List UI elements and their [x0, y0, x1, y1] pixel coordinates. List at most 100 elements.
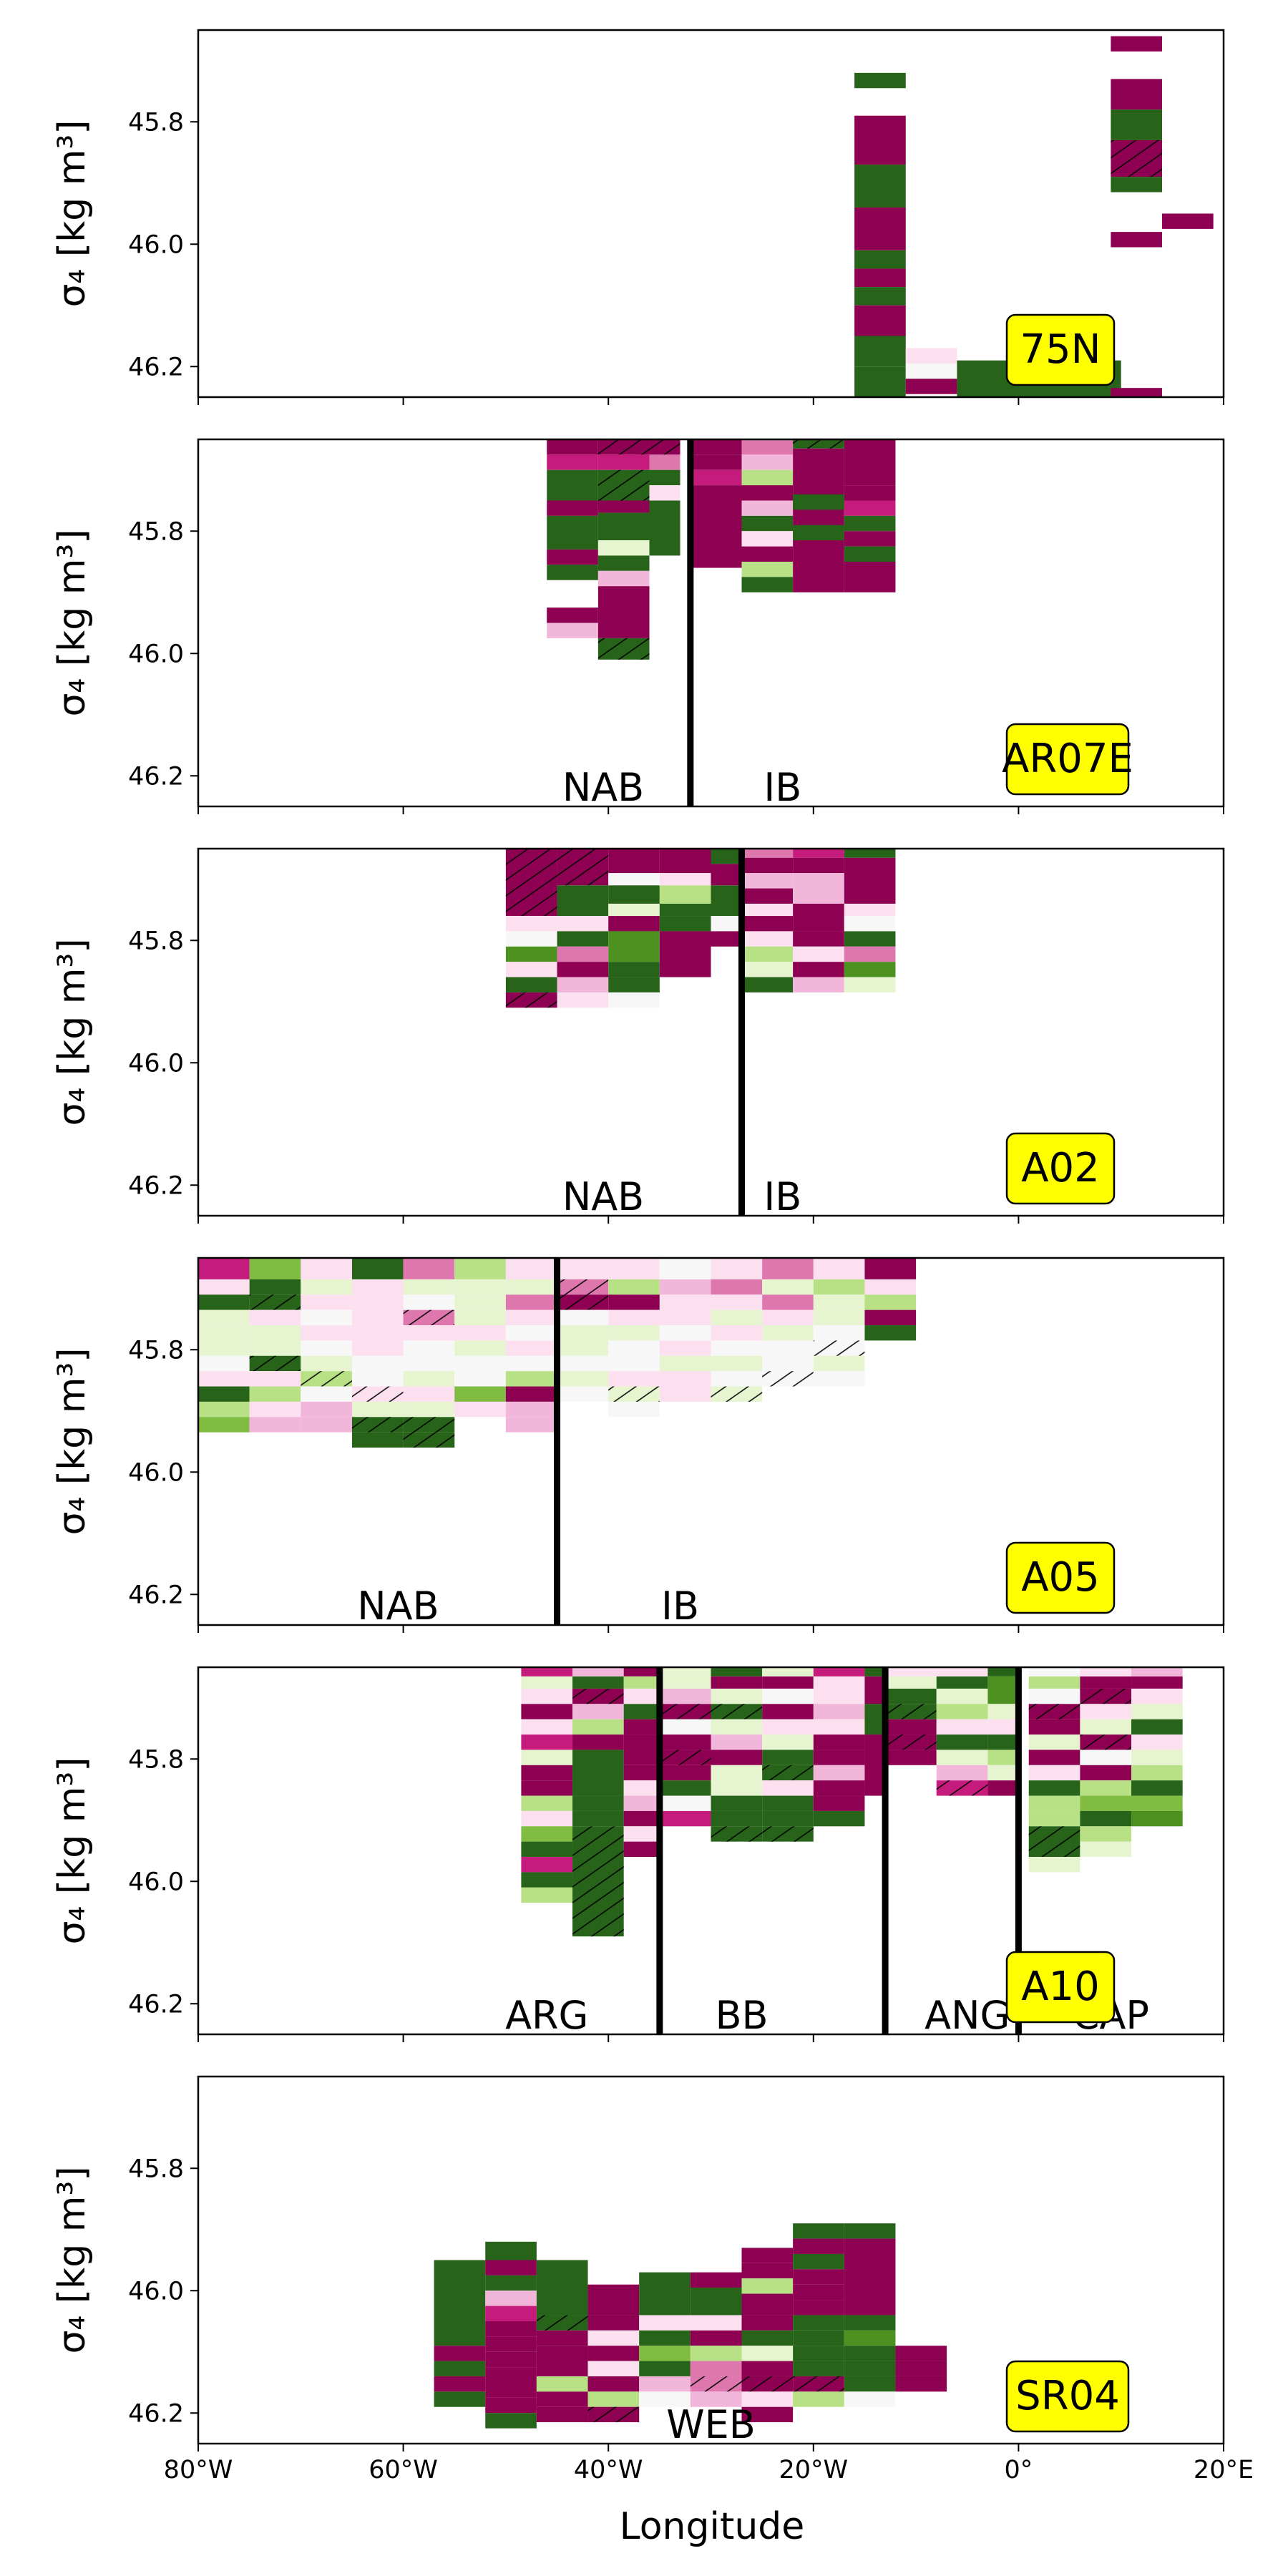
- heatmap-cell: [403, 1325, 455, 1341]
- heatmap-cell: [813, 1780, 865, 1796]
- heatmap-cell: [351, 1401, 404, 1418]
- heatmap-cell: [1131, 1780, 1183, 1796]
- heatmap-cell: [505, 931, 557, 947]
- heatmap-cell: [885, 1667, 937, 1677]
- heatmap-cell: [844, 2361, 896, 2376]
- heatmap-cell: [649, 500, 680, 556]
- heatmap-cell: [741, 903, 794, 917]
- heatmap-cell: [557, 992, 609, 1008]
- basin-label: IB: [763, 1174, 801, 1219]
- heatmap-cell: [659, 1735, 711, 1750]
- panel-ar07e: NAB IB 45.8 46.0 46.2 σ₄ [kg m³] AR07E: [51, 438, 1225, 814]
- heatmap-cell: [521, 1704, 573, 1719]
- heatmap-cell: [895, 2376, 947, 2392]
- heatmap-cell: [659, 849, 711, 874]
- hatch-overlay: [505, 849, 557, 917]
- heatmap-cell: [741, 849, 794, 858]
- heatmap-cell: [844, 2346, 896, 2361]
- heatmap-cell: [844, 2391, 896, 2407]
- heatmap-cell: [505, 1294, 557, 1310]
- heatmap-cell: [813, 1667, 865, 1677]
- heatmap-cell: [608, 1371, 660, 1387]
- heatmap-cell: [521, 1795, 573, 1811]
- heatmap-cell: [301, 1279, 352, 1295]
- y-tick-label: 46.2: [128, 1990, 184, 2019]
- heatmap-cell: [639, 2272, 691, 2316]
- heatmap-cell: [844, 485, 896, 501]
- heatmap-cell: [1131, 1688, 1183, 1704]
- hatch-overlay: [813, 1340, 865, 1356]
- heatmap-cell: [608, 885, 660, 904]
- heatmap-cell: [434, 2346, 486, 2361]
- heatmap-cell: [454, 1355, 506, 1372]
- hatch-overlay: [557, 1294, 609, 1310]
- hatch-overlay: [351, 1386, 404, 1402]
- y-axis-label: σ₄ [kg m³]: [51, 938, 94, 1126]
- heatmap-cell: [505, 946, 557, 962]
- heatmap-cell: [608, 1401, 660, 1418]
- y-tick-label: 46.0: [128, 1049, 184, 1078]
- heatmap-cell: [711, 1258, 763, 1279]
- heatmap-cell: [659, 1780, 711, 1796]
- hatch-overlay: [557, 1279, 609, 1295]
- hatch-overlay: [587, 2406, 640, 2423]
- x-tick-label: 40°W: [574, 2456, 643, 2484]
- heatmap-cell: [301, 1340, 352, 1356]
- heatmap-cell: [741, 873, 794, 889]
- hatch-overlay: [885, 1704, 937, 1719]
- heatmap-cell: [572, 1719, 624, 1735]
- heatmap-cell: [659, 1371, 711, 1387]
- heatmap-cell: [813, 1309, 865, 1326]
- heatmap-cell: [521, 1676, 573, 1689]
- heatmap-cell: [659, 885, 711, 904]
- heatmap-cell: [844, 977, 896, 992]
- heatmap-cell: [813, 1371, 865, 1387]
- heatmap-cell: [844, 531, 896, 547]
- heatmap-cell: [793, 2346, 844, 2361]
- heatmap-cell: [844, 849, 896, 858]
- heatmap-cell: [249, 1258, 301, 1279]
- heatmap-cell: [659, 1676, 711, 1689]
- heatmap-cell: [587, 2330, 640, 2346]
- heatmap-cell: [434, 2260, 486, 2346]
- hatch-overlay: [762, 1371, 814, 1387]
- y-tick-label: 46.2: [128, 1171, 184, 1200]
- heatmap-cell: [198, 1401, 250, 1418]
- hatch-overlay: [403, 1432, 455, 1448]
- heatmap-cell: [793, 525, 844, 541]
- heatmap-cell: [547, 515, 598, 550]
- heatmap-cell: [987, 1750, 1019, 1765]
- heatmap-cell: [301, 1355, 352, 1372]
- heatmap-cell: [572, 1676, 624, 1689]
- heatmap-cell: [547, 469, 598, 501]
- heatmap-cell: [762, 1294, 814, 1310]
- heatmap-cell: [557, 1309, 609, 1326]
- section-label: A02: [1021, 1145, 1100, 1191]
- heatmap-cell: [1028, 1667, 1080, 1677]
- basin-label: IB: [763, 765, 801, 810]
- heatmap-cell: [505, 1386, 557, 1402]
- y-axis-label: σ₄ [kg m³]: [51, 529, 94, 716]
- heatmap-cell: [557, 1386, 609, 1402]
- heatmap-cell: [741, 977, 794, 992]
- heatmap-cell: [485, 2275, 537, 2291]
- y-axis-label: σ₄ [kg m³]: [51, 2166, 94, 2353]
- heatmap-cell: [711, 916, 742, 932]
- heatmap-cell: [434, 2361, 486, 2376]
- heatmap-cell: [454, 1309, 506, 1326]
- heatmap-cell: [557, 977, 609, 992]
- heatmap-cell: [762, 1258, 814, 1279]
- heatmap-cell: [854, 336, 906, 367]
- heatmap-cell: [659, 1667, 711, 1677]
- heatmap-cell: [659, 1810, 711, 1827]
- heatmap-cell: [793, 2391, 844, 2407]
- heatmap-cell: [690, 2346, 742, 2361]
- panel-sr04: WEB 80°W 60°W 40°W 20°W 0° 20°E 45.8 46.0 46.2 σ₄ …: [51, 2075, 1254, 2484]
- y-tick-label: 46.0: [128, 640, 184, 668]
- x-tick-label: 20°E: [1194, 2456, 1254, 2484]
- x-tick-label: 60°W: [369, 2456, 438, 2484]
- heatmap-cell: [249, 1279, 301, 1295]
- heatmap-cell: [198, 1355, 250, 1372]
- heatmap-cell: [454, 1294, 506, 1310]
- hatch-overlay: [649, 439, 680, 455]
